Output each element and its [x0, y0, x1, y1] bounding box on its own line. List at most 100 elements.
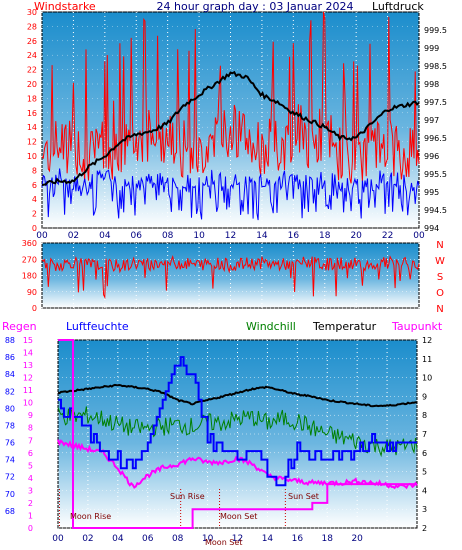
panel-wind-pressure-marks: [41, 11, 420, 221]
rain-tick-label: 11: [23, 386, 33, 395]
rain-tick-label: 4: [28, 474, 33, 483]
compass-label: W: [435, 256, 445, 267]
temperature-tick-label: 4: [422, 486, 427, 495]
panel-wind-direction-marks: [41, 255, 420, 300]
humidity-tick-label: 80: [5, 404, 15, 413]
humidity-tick-label: 78: [5, 421, 15, 430]
wind-tick-label: 28: [27, 22, 37, 31]
temperature-axis-ticks: 2 3 4 5 6 7 8 9 10 11 12: [422, 336, 432, 533]
pressure-tick-label: 994.5: [424, 206, 447, 215]
temperature-tick-label: 8: [422, 411, 427, 420]
x-tick-label: 04: [99, 231, 111, 241]
rain-tick-label: 1: [28, 511, 33, 520]
pressure-tick-label: 996: [424, 152, 439, 161]
rain-tick-label: 15: [23, 336, 33, 345]
rain-tick-label: 9: [28, 411, 33, 420]
panel-temperature-x-ticks: 00 02 04 06 08 10 12 14 16 18 20: [52, 534, 363, 544]
humidity-tick-label: 88: [5, 336, 15, 345]
pressure-tick-label: 995.5: [424, 170, 447, 179]
humidity-axis-ticks: 68 70 72 74 76 78 80 82 84 86 88: [5, 336, 15, 516]
wind-tick-label: 0: [32, 224, 37, 233]
legend-taupunkt: Taupunkt: [391, 320, 443, 333]
temperature-tick-label: 12: [422, 336, 432, 345]
wind-tick-label: 30: [27, 8, 37, 17]
pressure-tick-label: 994: [424, 224, 439, 233]
rain-tick-label: 6: [28, 449, 33, 458]
x-tick-label: 18: [319, 231, 331, 241]
x-tick-label: 10: [193, 231, 205, 241]
humidity-tick-label: 68: [5, 507, 15, 516]
x-tick-label: 14: [256, 231, 268, 241]
wind-tick-label: 26: [27, 37, 37, 46]
wind-tick-label: 20: [27, 80, 37, 89]
x-tick-label: 08: [172, 534, 184, 544]
series-temperatur: [57, 383, 418, 408]
astro-label: Sun Set: [288, 492, 319, 501]
legend-windchill: Windchill: [246, 320, 296, 333]
pressure-axis-ticks: 994 994.5 995 995.5 996 996.5 997 997.5 998 998.5…: [424, 26, 447, 233]
pressure-tick-label: 999: [424, 44, 439, 53]
rain-tick-label: 2: [28, 499, 33, 508]
x-tick-label: 10: [202, 534, 214, 544]
humidity-tick-label: 76: [5, 439, 15, 448]
x-tick-label: 06: [142, 534, 154, 544]
pressure-tick-label: 999.5: [424, 26, 447, 35]
panel-wind-pressure-x-ticks: 00 02 04 06 08 10 12 14 16 18 20 22 00: [36, 231, 425, 241]
x-tick-label: 12: [232, 534, 243, 544]
temperature-tick-label: 9: [422, 392, 427, 401]
astro-label: Sun Rise: [170, 492, 205, 501]
pressure-axis-label: Luftdruck: [372, 0, 424, 13]
temperature-tick-label: 5: [422, 468, 427, 477]
wind-tick-label: 22: [27, 66, 37, 75]
wind-tick-label: 16: [27, 109, 37, 118]
direction-tick-label: 270: [22, 255, 37, 264]
direction-axis-ticks: 0 90 180 270 360: [22, 239, 37, 313]
wind-tick-label: 6: [32, 181, 37, 190]
humidity-tick-label: 82: [5, 387, 15, 396]
x-tick-label: 12: [225, 231, 236, 241]
direction-tick-label: 360: [22, 239, 37, 248]
temperature-tick-label: 6: [422, 449, 427, 458]
humidity-tick-label: 74: [5, 456, 15, 465]
series-luftfeuchte: [58, 356, 417, 487]
panel-temperature-marks: [57, 339, 418, 529]
pressure-tick-label: 998: [424, 80, 439, 89]
x-tick-label: 02: [68, 231, 79, 241]
wind-tick-label: 12: [27, 138, 37, 147]
rain-tick-label: 7: [28, 436, 33, 445]
temperature-tick-label: 7: [422, 430, 427, 439]
x-tick-label: 06: [131, 231, 143, 241]
wind-tick-label: 24: [27, 51, 37, 60]
pressure-tick-label: 996.5: [424, 134, 447, 143]
pressure-tick-label: 995: [424, 188, 439, 197]
compass-label: N: [436, 240, 443, 251]
pressure-tick-label: 997.5: [424, 98, 447, 107]
panel-temperature-grid: [57, 339, 418, 529]
chart-title: 24 hour graph day : 03 Januar 2024: [157, 0, 354, 13]
wind-tick-label: 14: [27, 123, 37, 132]
x-tick-label: 00: [413, 231, 425, 241]
astro-label: Moon Rise: [70, 512, 111, 521]
rain-tick-label: 8: [28, 424, 33, 433]
rain-tick-label: 13: [23, 361, 33, 370]
x-tick-label: 16: [292, 534, 304, 544]
direction-tick-label: 180: [22, 272, 37, 281]
x-tick-label: 22: [382, 231, 393, 241]
x-tick-label: 08: [162, 231, 174, 241]
temperature-tick-label: 3: [422, 505, 427, 514]
series-luftdruck: [41, 70, 420, 187]
compass-label: S: [437, 272, 443, 283]
wind-tick-label: 10: [27, 152, 37, 161]
series-regen: [58, 339, 417, 529]
x-tick-label: 04: [112, 534, 124, 544]
series-windstarke: [41, 11, 420, 184]
humidity-tick-label: 70: [5, 490, 15, 499]
humidity-tick-label: 86: [5, 353, 15, 362]
rain-tick-label: 5: [28, 461, 33, 470]
wind-axis-label: Windstarke: [34, 0, 96, 13]
